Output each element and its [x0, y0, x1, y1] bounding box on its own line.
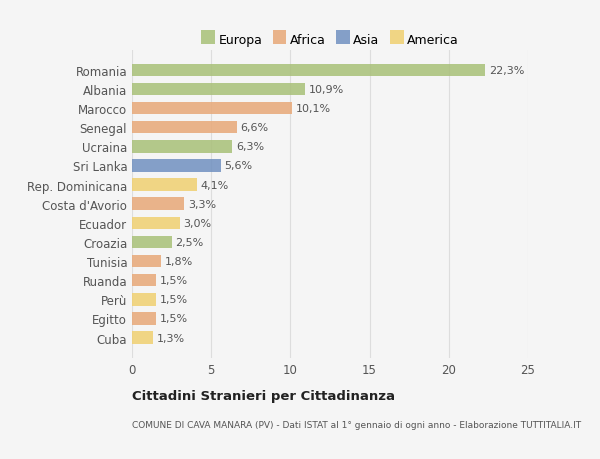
Text: 6,6%: 6,6% [241, 123, 269, 133]
Text: 5,6%: 5,6% [224, 161, 253, 171]
Text: 1,8%: 1,8% [164, 257, 193, 267]
Bar [132, 198, 184, 211]
Text: 4,1%: 4,1% [201, 180, 229, 190]
Bar [132, 122, 236, 134]
Bar [132, 179, 197, 191]
Text: 1,5%: 1,5% [160, 295, 188, 305]
Text: 1,5%: 1,5% [160, 314, 188, 324]
Bar [132, 103, 292, 115]
Legend: Europa, Africa, Asia, America: Europa, Africa, Asia, America [196, 29, 464, 52]
Text: 10,9%: 10,9% [308, 85, 344, 95]
Text: 22,3%: 22,3% [489, 66, 524, 76]
Text: 6,3%: 6,3% [236, 142, 264, 152]
Text: 2,5%: 2,5% [176, 237, 204, 247]
Text: 1,5%: 1,5% [160, 275, 188, 285]
Bar [132, 274, 156, 287]
Bar [132, 255, 161, 268]
Text: 1,3%: 1,3% [157, 333, 185, 343]
Text: Cittadini Stranieri per Cittadinanza: Cittadini Stranieri per Cittadinanza [132, 389, 395, 403]
Text: 10,1%: 10,1% [296, 104, 331, 114]
Bar [132, 160, 221, 172]
Text: COMUNE DI CAVA MANARA (PV) - Dati ISTAT al 1° gennaio di ogni anno - Elaborazion: COMUNE DI CAVA MANARA (PV) - Dati ISTAT … [132, 420, 581, 429]
Text: 3,3%: 3,3% [188, 199, 217, 209]
Bar [132, 236, 172, 249]
Text: 3,0%: 3,0% [184, 218, 212, 228]
Bar [132, 64, 485, 77]
Bar [132, 141, 232, 153]
Bar [132, 293, 156, 306]
Bar [132, 217, 179, 230]
Bar [132, 332, 152, 344]
Bar [132, 84, 305, 96]
Bar [132, 313, 156, 325]
